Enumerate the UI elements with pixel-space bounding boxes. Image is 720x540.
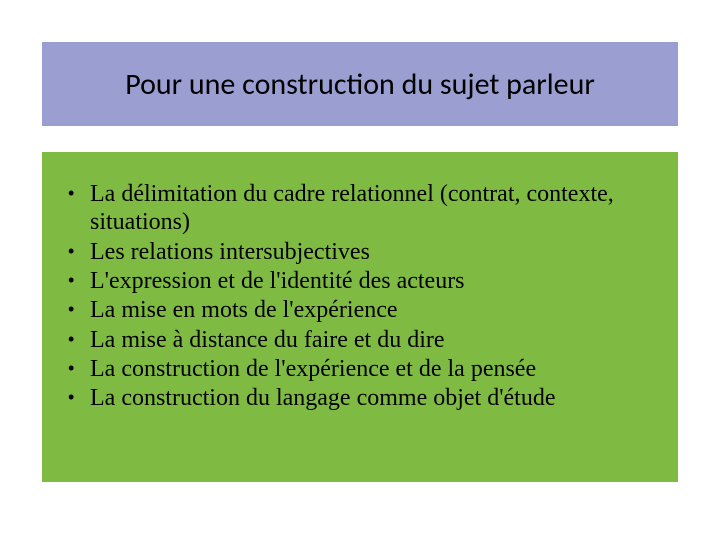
list-item-text: Les relations intersubjectives — [90, 239, 370, 265]
content-box: • La délimitation du cadre relationnel (… — [42, 152, 678, 482]
bullet-icon: • — [68, 299, 74, 320]
bullet-icon: • — [68, 183, 74, 204]
bullet-icon: • — [68, 329, 74, 350]
list-item: • L'expression et de l'identité des acte… — [90, 267, 656, 295]
list-item: • La construction de l'expérience et de … — [90, 355, 656, 383]
list-item: • La délimitation du cadre relationnel (… — [90, 180, 656, 237]
bullet-icon: • — [68, 387, 74, 408]
list-item: • La mise en mots de l'expérience — [90, 296, 656, 324]
list-item-text: La construction de l'expérience et de la… — [90, 356, 536, 382]
slide-title: Pour une construction du sujet parleur — [125, 66, 595, 103]
list-item-text: L'expression et de l'identité des acteur… — [90, 268, 465, 294]
bullet-list: • La délimitation du cadre relationnel (… — [90, 180, 656, 413]
bullet-icon: • — [68, 358, 74, 379]
bullet-icon: • — [68, 241, 74, 262]
title-bar: Pour une construction du sujet parleur — [42, 42, 678, 126]
list-item-text: La mise à distance du faire et du dire — [90, 327, 445, 353]
bullet-icon: • — [68, 270, 74, 291]
list-item-text: La mise en mots de l'expérience — [90, 297, 398, 323]
list-item-text: La construction du langage comme objet d… — [90, 385, 556, 411]
list-item-text: La délimitation du cadre relationnel (co… — [90, 181, 614, 235]
list-item: • La mise à distance du faire et du dire — [90, 326, 656, 354]
list-item: • La construction du langage comme objet… — [90, 384, 656, 412]
list-item: • Les relations intersubjectives — [90, 238, 656, 266]
